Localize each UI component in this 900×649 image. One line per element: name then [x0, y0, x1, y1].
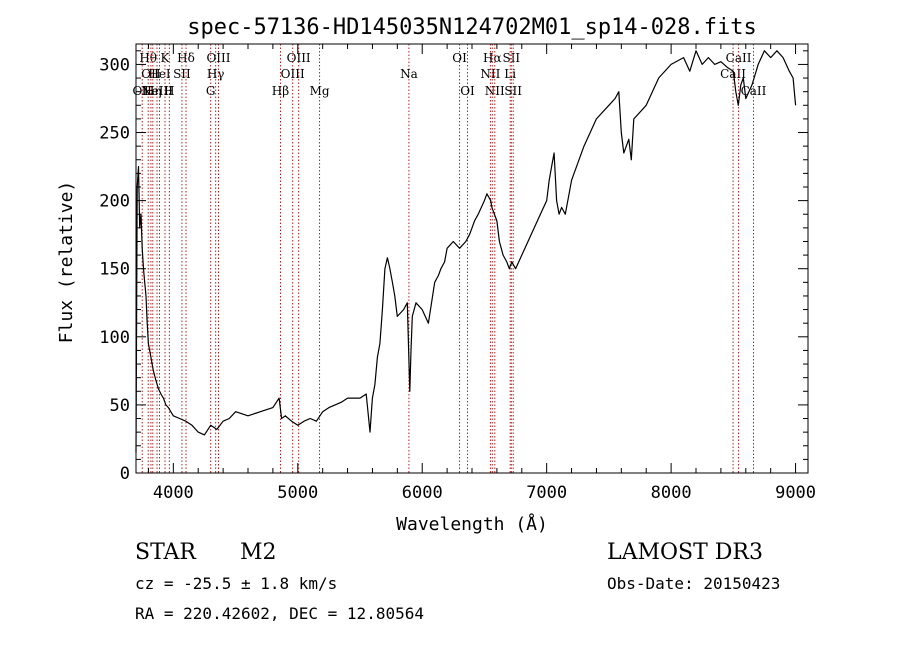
line-marker-label-23: Li [504, 67, 516, 81]
spectrum-line [135, 50, 797, 453]
line-marker-label-20: NII [480, 67, 500, 81]
line-marker-label-11: Hγ [207, 67, 225, 81]
line-markers: OIIHθOIIHηNeIIIHeIKHSIIHδGHγOIIIHβOIIIOI… [133, 44, 767, 473]
line-marker-label-8: SII [173, 67, 191, 81]
survey-name: LAMOST DR3 [607, 540, 763, 565]
observation-date: Obs-Date: 20150423 [607, 574, 781, 593]
line-marker-label-27: CaII [726, 51, 752, 65]
x-tick-label-2: 6000 [402, 483, 443, 503]
y-tick-label-6: 300 [99, 55, 130, 75]
y-tick-label-4: 200 [99, 192, 130, 212]
y-tick-label-1: 50 [110, 396, 130, 416]
x-tick-label-3: 7000 [526, 483, 567, 503]
line-marker-label-1: Hθ [139, 51, 157, 65]
line-marker-label-12: OIII [206, 51, 230, 65]
line-marker-label-14: OIII [281, 67, 305, 81]
x-axis-label: Wavelength (Å) [396, 513, 548, 535]
x-tick-label-5: 9000 [775, 483, 816, 503]
y-tick-label-2: 100 [99, 328, 130, 348]
redshift-velocity: cz = -25.5 ± 1.8 km/s [135, 574, 338, 593]
line-marker-label-5: HeI [148, 67, 171, 81]
line-marker-label-0: OII [133, 84, 153, 98]
spectrum-chart: spec-57136-HD145035N124702M01_sp14-028.f… [56, 15, 816, 535]
y-axis-label: Flux (relative) [56, 181, 77, 344]
sky-coordinates: RA = 220.42602, DEC = 12.80564 [135, 604, 424, 623]
line-marker-label-15: OIII [287, 51, 311, 65]
line-marker-label-10: G [206, 84, 216, 98]
line-marker-label-6: K [161, 51, 171, 65]
line-marker-label-25: SII [504, 84, 522, 98]
x-tick-label-0: 4000 [153, 483, 194, 503]
line-marker-label-21: Hα [483, 51, 502, 65]
axes: 4000 5000 6000 7000 8000 9000 0 50 100 150 200 250 3… [99, 43, 816, 503]
x-tick-label-4: 8000 [651, 483, 692, 503]
y-tick-label-3: 150 [99, 260, 130, 280]
plot-frame [135, 43, 809, 474]
object-class: STAR [135, 540, 196, 565]
y-tick-label-5: 250 [99, 124, 130, 144]
line-marker-label-18: OI [452, 51, 467, 65]
line-marker-label-2: OII [141, 67, 161, 81]
line-marker-label-7: H [164, 84, 174, 98]
line-marker-label-9: Hδ [177, 51, 195, 65]
line-marker-label-19: OI [460, 84, 475, 98]
y-tick-label-0: 0 [120, 464, 130, 484]
line-marker-label-13: Hβ [272, 84, 289, 98]
line-marker-label-24: SII [502, 51, 520, 65]
line-marker-label-17: Na [400, 67, 418, 81]
chart-title: spec-57136-HD145035N124702M01_sp14-028.f… [187, 15, 757, 40]
x-tick-label-1: 5000 [277, 483, 318, 503]
line-marker-label-16: Mg [310, 84, 330, 98]
line-marker-label-22: NII [485, 84, 505, 98]
object-subclass: M2 [240, 540, 277, 565]
